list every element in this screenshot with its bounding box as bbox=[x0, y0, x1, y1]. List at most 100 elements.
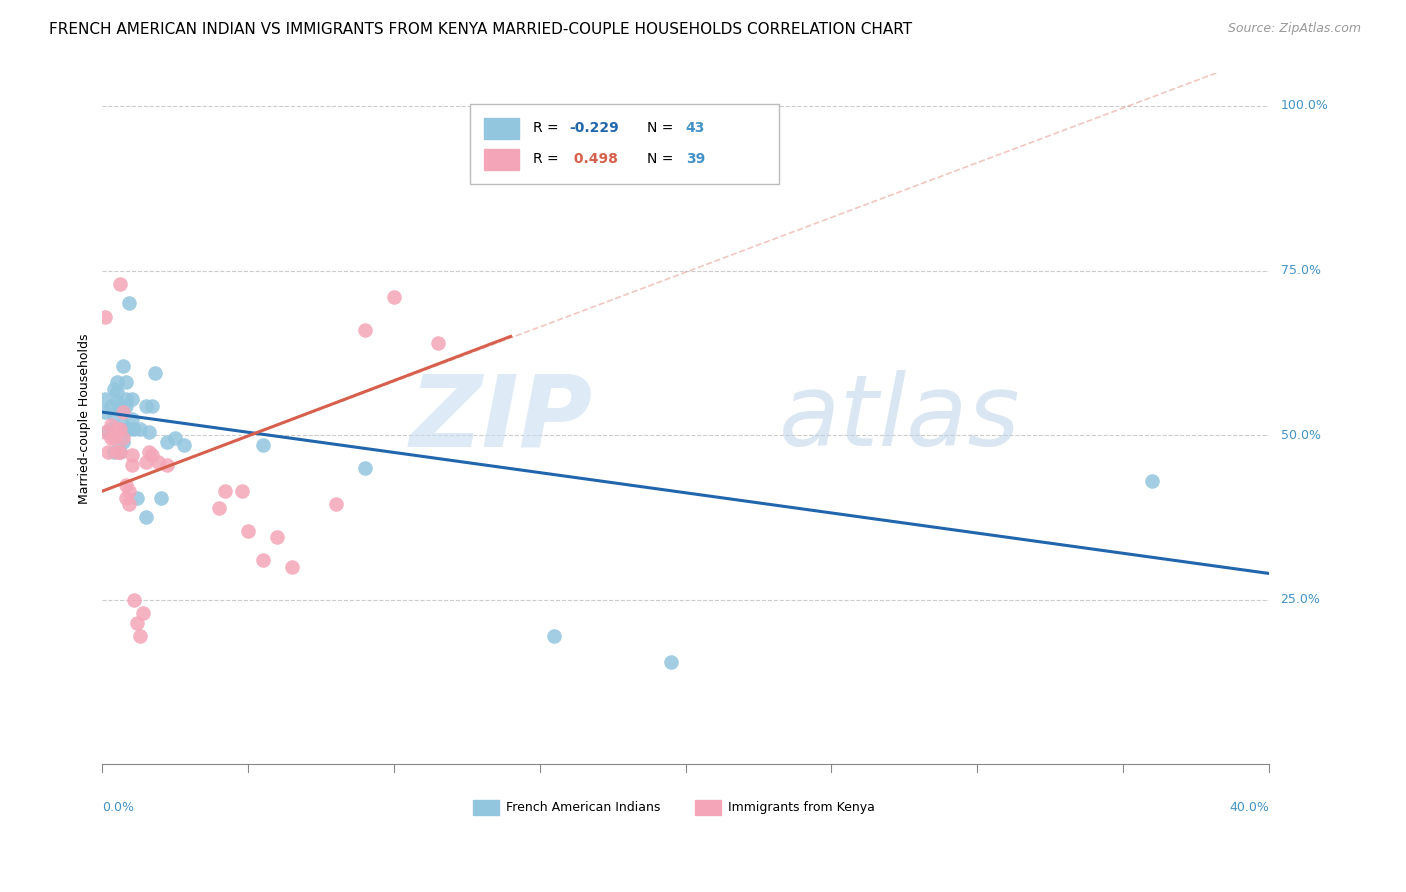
Point bbox=[105, 421, 128, 435]
Text: 0.498: 0.498 bbox=[569, 153, 617, 167]
Text: 43: 43 bbox=[686, 121, 704, 136]
Text: Source: ZipAtlas.com: Source: ZipAtlas.com bbox=[1227, 22, 1361, 36]
Point bbox=[146, 454, 169, 468]
Point bbox=[111, 399, 134, 413]
Point bbox=[103, 409, 125, 423]
Bar bbox=[484, 118, 519, 138]
Point bbox=[141, 399, 163, 413]
Point bbox=[117, 484, 139, 499]
Text: R =: R = bbox=[533, 121, 562, 136]
Bar bbox=[474, 800, 499, 815]
Point bbox=[105, 395, 128, 409]
Point bbox=[238, 524, 260, 538]
Point bbox=[281, 560, 304, 574]
Point bbox=[108, 444, 131, 458]
Point bbox=[108, 421, 131, 435]
Point bbox=[543, 629, 565, 643]
Text: N =: N = bbox=[647, 121, 678, 136]
Point bbox=[114, 491, 136, 505]
Point bbox=[129, 421, 152, 435]
Text: 0.0%: 0.0% bbox=[103, 801, 135, 814]
Point bbox=[105, 376, 128, 390]
Point bbox=[100, 421, 122, 435]
Text: French American Indians: French American Indians bbox=[506, 801, 661, 814]
Point bbox=[354, 461, 377, 475]
Point bbox=[114, 421, 136, 435]
Point bbox=[143, 366, 166, 380]
Point bbox=[103, 432, 125, 446]
Point bbox=[114, 477, 136, 491]
Point bbox=[149, 491, 172, 505]
Point bbox=[111, 405, 134, 419]
FancyBboxPatch shape bbox=[470, 104, 779, 184]
Text: 40.0%: 40.0% bbox=[1229, 801, 1270, 814]
Point bbox=[231, 484, 253, 499]
Point bbox=[124, 592, 146, 607]
Point bbox=[117, 421, 139, 435]
Point bbox=[659, 656, 682, 670]
Point bbox=[354, 323, 377, 337]
Text: N =: N = bbox=[647, 153, 678, 167]
Text: atlas: atlas bbox=[779, 370, 1021, 467]
Point bbox=[100, 432, 122, 446]
Point bbox=[135, 399, 157, 413]
Point bbox=[208, 500, 231, 515]
Point bbox=[325, 497, 347, 511]
Point bbox=[114, 392, 136, 406]
Bar bbox=[484, 149, 519, 169]
Point bbox=[1142, 475, 1164, 489]
Point bbox=[173, 438, 195, 452]
Point bbox=[155, 434, 177, 449]
Point bbox=[103, 382, 125, 396]
Point bbox=[127, 491, 149, 505]
Text: 50.0%: 50.0% bbox=[1281, 429, 1320, 442]
Point bbox=[117, 296, 139, 310]
Point bbox=[97, 425, 120, 439]
Point bbox=[121, 411, 143, 425]
Text: 75.0%: 75.0% bbox=[1281, 264, 1320, 277]
Point bbox=[121, 392, 143, 406]
Point bbox=[214, 484, 236, 499]
Point bbox=[100, 399, 122, 413]
Text: ZIP: ZIP bbox=[409, 370, 592, 467]
Text: Immigrants from Kenya: Immigrants from Kenya bbox=[728, 801, 875, 814]
Point bbox=[129, 629, 152, 643]
Text: -0.229: -0.229 bbox=[569, 121, 619, 136]
Point bbox=[266, 530, 288, 544]
Point bbox=[97, 444, 120, 458]
Point bbox=[111, 418, 134, 433]
Text: FRENCH AMERICAN INDIAN VS IMMIGRANTS FROM KENYA MARRIED-COUPLE HOUSEHOLDS CORREL: FRENCH AMERICAN INDIAN VS IMMIGRANTS FRO… bbox=[49, 22, 912, 37]
Point bbox=[94, 405, 117, 419]
Point bbox=[252, 438, 274, 452]
Point bbox=[121, 458, 143, 472]
Point bbox=[111, 432, 134, 446]
Point bbox=[155, 458, 177, 472]
Point bbox=[105, 444, 128, 458]
Point bbox=[124, 421, 146, 435]
Text: R =: R = bbox=[533, 153, 562, 167]
Point bbox=[141, 448, 163, 462]
Point bbox=[94, 425, 117, 439]
Point bbox=[382, 290, 405, 304]
Point bbox=[108, 399, 131, 413]
Point bbox=[108, 277, 131, 291]
Point bbox=[114, 376, 136, 390]
Point bbox=[252, 553, 274, 567]
Bar bbox=[695, 800, 721, 815]
Point bbox=[111, 359, 134, 373]
Point bbox=[114, 399, 136, 413]
Point bbox=[138, 425, 160, 439]
Point bbox=[426, 335, 449, 350]
Text: 25.0%: 25.0% bbox=[1281, 593, 1320, 607]
Point bbox=[108, 444, 131, 458]
Text: 39: 39 bbox=[686, 153, 704, 167]
Text: 100.0%: 100.0% bbox=[1281, 99, 1329, 112]
Point bbox=[138, 444, 160, 458]
Y-axis label: Married-couple Households: Married-couple Households bbox=[79, 334, 91, 504]
Point bbox=[121, 448, 143, 462]
Point bbox=[108, 421, 131, 435]
Point bbox=[111, 434, 134, 449]
Point bbox=[94, 392, 117, 406]
Point bbox=[94, 310, 117, 324]
Point bbox=[103, 444, 125, 458]
